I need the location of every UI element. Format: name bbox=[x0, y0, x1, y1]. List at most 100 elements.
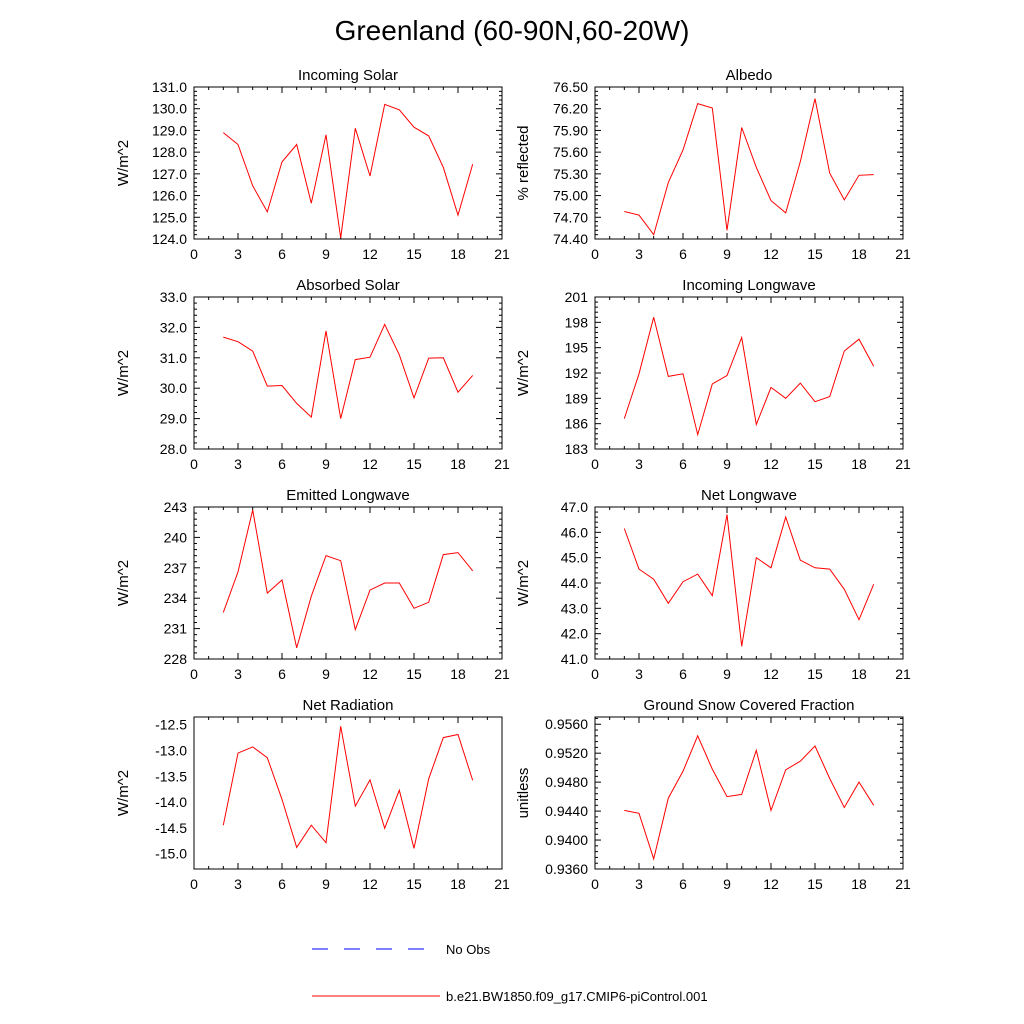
y-tick-label: 131.0 bbox=[152, 79, 187, 95]
y-tick-label: 195 bbox=[565, 340, 589, 356]
panel-net-longwave: Net Longwave 0 3 6 9 12 15 18 21 41.0 42.0 43.0 44.0… bbox=[515, 487, 911, 682]
panel-title: Albedo bbox=[726, 67, 773, 84]
x-tick-label: 18 bbox=[851, 456, 867, 472]
panel-title: Absorbed Solar bbox=[296, 277, 399, 294]
legend-obs-label: No Obs bbox=[446, 942, 491, 957]
x-tick-label: 15 bbox=[406, 456, 422, 472]
y-tick-label: 0.9480 bbox=[545, 774, 588, 790]
x-tick-label: 15 bbox=[406, 876, 422, 892]
y-tick-label: 0.9560 bbox=[545, 716, 588, 732]
panel-absorbed-solar: Absorbed Solar 0 3 6 9 12 15 18 21 28.0 29.0 30.0 31… bbox=[115, 277, 510, 472]
y-tick-label: 28.0 bbox=[160, 441, 187, 457]
y-tick-label: 0.9520 bbox=[545, 745, 588, 761]
y-tick-label: 41.0 bbox=[561, 651, 588, 667]
x-tick-label: 3 bbox=[635, 876, 643, 892]
x-tick-label: 12 bbox=[362, 456, 378, 472]
panel-albedo: Albedo 0 3 6 9 12 15 18 21 74.40 74.70 75.00 75.30 75… bbox=[515, 67, 911, 262]
plot-frame bbox=[193, 506, 503, 660]
y-tick-label: 42.0 bbox=[561, 626, 588, 642]
x-tick-label: 6 bbox=[679, 456, 687, 472]
y-tick-label: 30.0 bbox=[160, 380, 187, 396]
y-tick-label: 124.0 bbox=[152, 231, 187, 247]
x-tick-label: 15 bbox=[807, 876, 823, 892]
x-tick-label: 9 bbox=[723, 666, 731, 682]
panel-title: Incoming Longwave bbox=[682, 277, 815, 294]
series-line bbox=[624, 734, 875, 861]
x-tick-label: 6 bbox=[278, 876, 286, 892]
x-tick-label: 3 bbox=[635, 666, 643, 682]
x-tick-label: 21 bbox=[494, 246, 510, 262]
x-tick-label: 0 bbox=[591, 456, 599, 472]
x-tick-label: 12 bbox=[362, 666, 378, 682]
panel-ground-snow-covered-fraction: Ground Snow Covered Fraction 0 3 6 9 12 15 18 21… bbox=[515, 697, 911, 892]
x-tick-label: 18 bbox=[450, 456, 466, 472]
y-tick-label: 44.0 bbox=[561, 575, 588, 591]
y-tick-label: 76.50 bbox=[553, 79, 588, 95]
panel-title: Ground Snow Covered Fraction bbox=[644, 697, 855, 714]
series-line bbox=[223, 323, 474, 419]
y-tick-label: 228 bbox=[164, 651, 188, 667]
y-tick-label: 33.0 bbox=[160, 289, 187, 305]
y-tick-label: 234 bbox=[164, 590, 188, 606]
y-tick-label: 0.9360 bbox=[545, 861, 588, 877]
x-tick-label: 18 bbox=[851, 246, 867, 262]
x-tick-label: 3 bbox=[635, 456, 643, 472]
x-tick-label: 9 bbox=[322, 876, 330, 892]
y-tick-label: -14.0 bbox=[155, 794, 187, 810]
series-line bbox=[623, 317, 875, 437]
x-tick-label: 15 bbox=[406, 666, 422, 682]
series-line bbox=[222, 509, 474, 649]
y-tick-label: 129.0 bbox=[152, 122, 187, 138]
plot-frame bbox=[594, 296, 904, 450]
y-axis-label: W/m^2 bbox=[115, 770, 132, 816]
x-tick-label: 21 bbox=[895, 876, 911, 892]
x-tick-label: 0 bbox=[591, 246, 599, 262]
panel-title: Net Longwave bbox=[701, 487, 797, 504]
legend: No Obs b.e21.BW1850.f09_g17.CMIP6-piCont… bbox=[312, 942, 708, 1004]
x-tick-label: 6 bbox=[679, 876, 687, 892]
x-tick-label: 0 bbox=[190, 666, 198, 682]
y-axis-label: unitless bbox=[515, 768, 532, 819]
y-tick-label: 130.0 bbox=[152, 101, 187, 117]
series-line bbox=[623, 514, 875, 647]
x-tick-label: 21 bbox=[895, 456, 911, 472]
panel-emitted-longwave: Emitted Longwave 0 3 6 9 12 15 18 21 228 231 234 237… bbox=[115, 487, 510, 682]
x-tick-label: 0 bbox=[591, 876, 599, 892]
plot-frame bbox=[594, 716, 904, 870]
x-tick-label: 3 bbox=[234, 876, 242, 892]
y-tick-label: 75.00 bbox=[553, 188, 588, 204]
x-tick-label: 3 bbox=[234, 456, 242, 472]
x-tick-label: 21 bbox=[895, 666, 911, 682]
y-tick-label: -14.5 bbox=[155, 820, 187, 836]
x-tick-label: 3 bbox=[234, 246, 242, 262]
y-axis-label: W/m^2 bbox=[115, 560, 132, 606]
y-tick-label: 0.9440 bbox=[545, 803, 588, 819]
x-tick-label: 9 bbox=[723, 456, 731, 472]
y-tick-label: 128.0 bbox=[152, 144, 187, 160]
plot-frame bbox=[594, 86, 904, 240]
x-tick-label: 18 bbox=[851, 876, 867, 892]
series-line bbox=[222, 726, 474, 849]
series-line bbox=[624, 98, 874, 236]
x-tick-label: 21 bbox=[494, 876, 510, 892]
x-tick-label: 12 bbox=[763, 876, 779, 892]
y-tick-label: -13.5 bbox=[155, 768, 187, 784]
x-tick-label: 6 bbox=[679, 246, 687, 262]
x-tick-label: 21 bbox=[895, 246, 911, 262]
y-tick-label: -15.0 bbox=[155, 846, 187, 862]
y-tick-label: 125.0 bbox=[152, 209, 187, 225]
y-tick-label: 189 bbox=[565, 390, 589, 406]
y-tick-label: 47.0 bbox=[561, 499, 588, 515]
y-tick-label: 75.90 bbox=[553, 122, 588, 138]
panel-incoming-solar: Incoming Solar 0 3 6 9 12 15 18 21 124.0 125.0 126.… bbox=[115, 67, 510, 262]
x-tick-label: 18 bbox=[450, 246, 466, 262]
y-tick-label: 126.0 bbox=[152, 188, 187, 204]
y-tick-label: 76.20 bbox=[553, 101, 588, 117]
panel-incoming-longwave: Incoming Longwave 0 3 6 9 12 15 18 21 183 186 189 19… bbox=[515, 277, 911, 472]
y-tick-label: 237 bbox=[164, 560, 188, 576]
panel-title: Net Radiation bbox=[303, 697, 394, 714]
x-tick-label: 12 bbox=[362, 876, 378, 892]
panel-net-radiation: Net Radiation 0 3 6 9 12 15 18 21 -12.5 -13.0 -13.5… bbox=[115, 697, 510, 892]
y-tick-label: 243 bbox=[164, 499, 188, 515]
